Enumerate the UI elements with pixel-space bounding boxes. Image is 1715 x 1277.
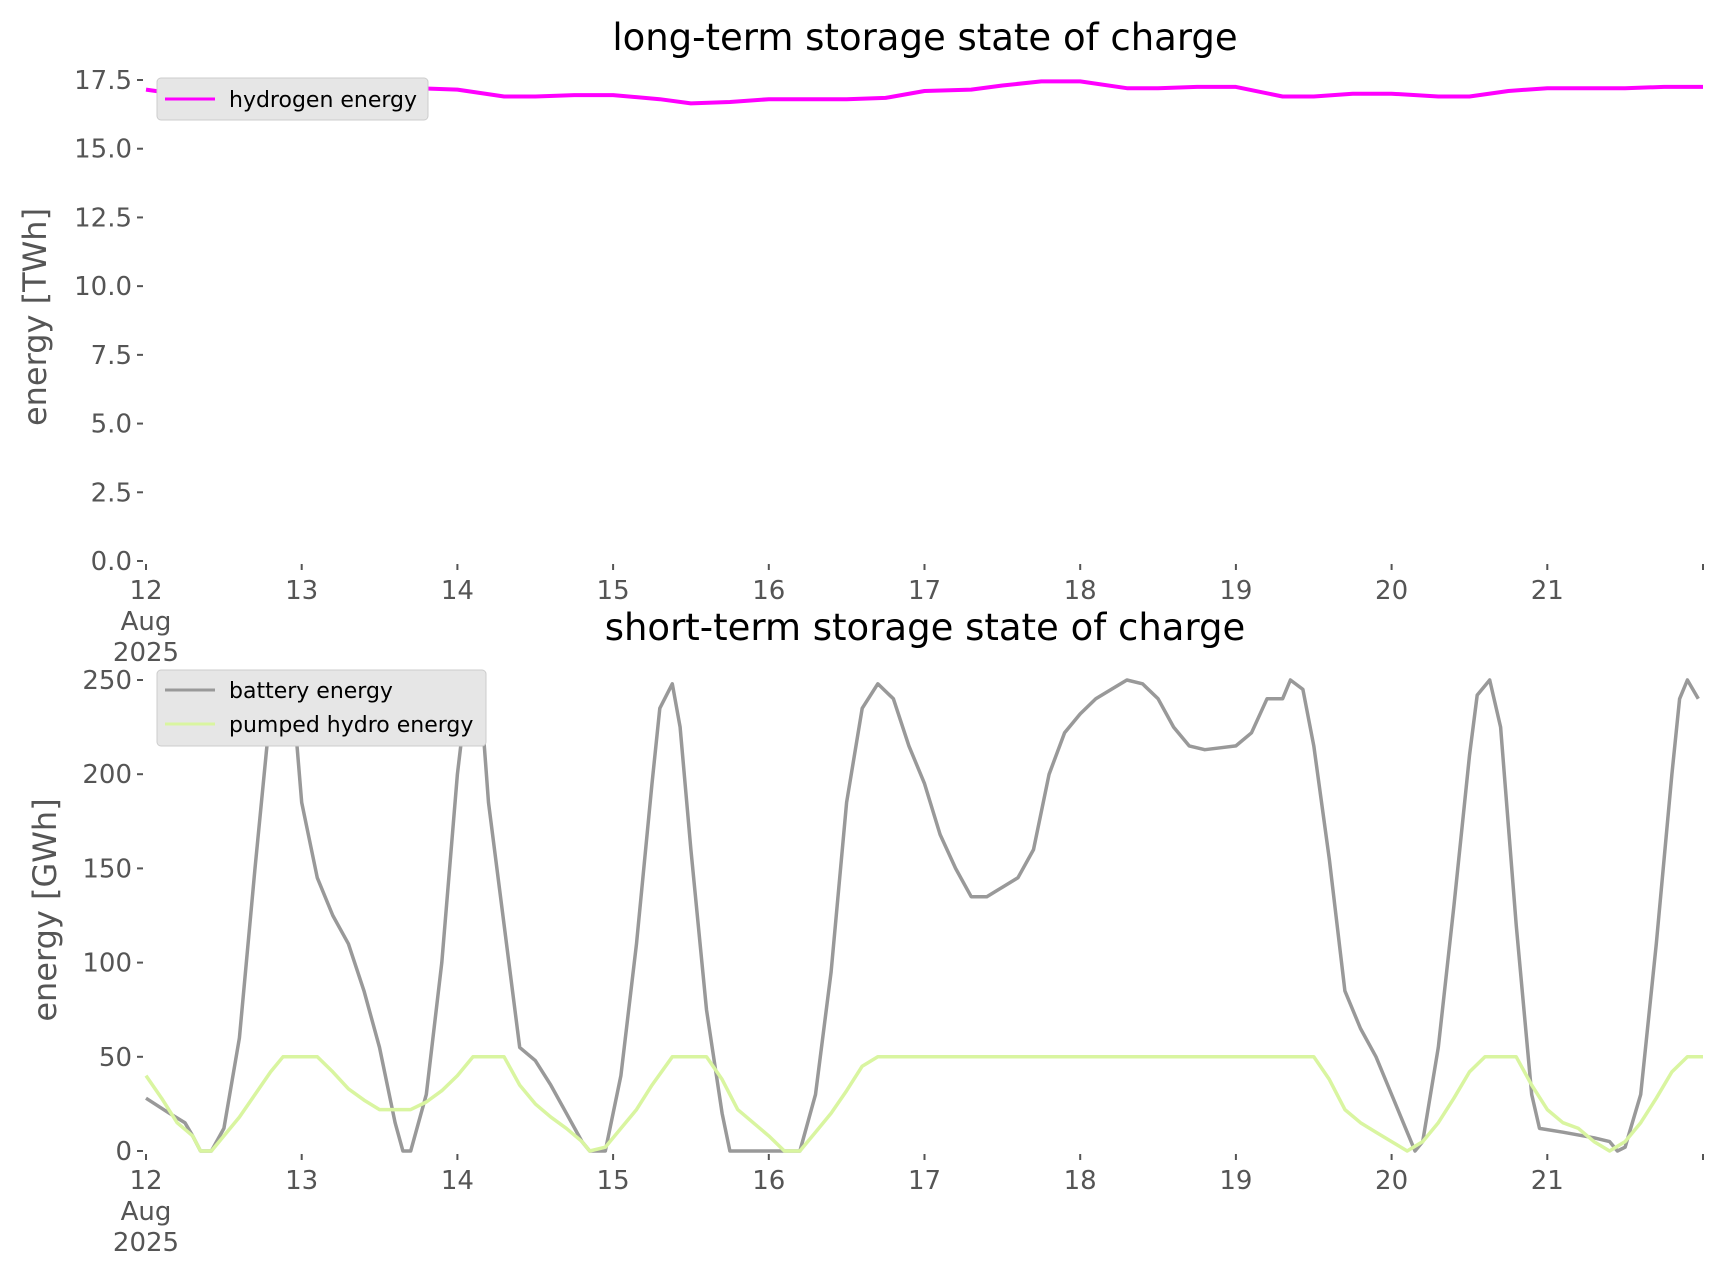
long-term-chart: long-term storage state of charge energy… <box>16 16 1704 668</box>
long-term-y-ticks: 0.0 2.5 5.0 7.5 10.0 12.5 15.0 17.5 <box>74 66 143 577</box>
short-term-x-tick-label: 20 <box>1375 1166 1408 1196</box>
long-term-y-tick-label: 7.5 <box>91 341 132 371</box>
short-term-x-ticks: 12 Aug 2025 13 14 15 16 17 18 19 20 21 <box>113 1154 1704 1258</box>
long-term-y-tick-label: 17.5 <box>74 66 132 96</box>
long-term-x-tick-label: 20 <box>1375 576 1408 606</box>
long-term-x-ticks: 12 Aug 2025 13 14 15 16 17 18 19 20 21 <box>113 564 1704 668</box>
battery-energy-line <box>145 678 1700 1153</box>
long-term-chart-title: long-term storage state of charge <box>612 16 1237 59</box>
short-term-x-tick-label: 15 <box>597 1166 630 1196</box>
short-term-y-tick-label: 250 <box>82 666 132 696</box>
long-term-y-tick-label: 0.0 <box>91 547 132 577</box>
long-term-x-tick-label: 17 <box>908 576 941 606</box>
short-term-x-tick-label: 18 <box>1064 1166 1097 1196</box>
short-term-legend-box <box>156 669 487 747</box>
short-term-y-tick-label: 200 <box>82 760 132 790</box>
long-term-x-tick-label: 15 <box>597 576 630 606</box>
long-term-x-tick-label: 13 <box>285 576 318 606</box>
hydrogen-energy-legend-label: hydrogen energy <box>229 88 417 113</box>
short-term-y-tick-label: 0 <box>115 1137 132 1167</box>
long-term-x-tick-label: 14 <box>441 576 474 606</box>
short-term-y-axis-label: energy [GWh] <box>26 798 64 1021</box>
pumped-hydro-energy-line <box>144 1055 1703 1153</box>
long-term-x-tick-label: 21 <box>1531 576 1564 606</box>
long-term-legend-box <box>156 77 429 121</box>
long-term-y-axis-label: energy [TWh] <box>16 208 54 426</box>
long-term-x-tick-label: 12 Aug 2025 <box>113 576 179 668</box>
long-term-y-tick-label: 5.0 <box>91 410 132 440</box>
short-term-x-tick-label: 16 <box>752 1166 785 1196</box>
pumped-hydro-energy-legend-label: pumped hydro energy <box>229 713 473 738</box>
short-term-legend: battery energy pumped hydro energy <box>156 669 487 747</box>
battery-energy-legend-label: battery energy <box>229 679 393 704</box>
short-term-x-tick-label: 13 <box>285 1166 318 1196</box>
short-term-x-tick-label: 14 <box>441 1166 474 1196</box>
short-term-x-tick-label: 12 Aug 2025 <box>113 1166 179 1258</box>
short-term-y-tick-label: 150 <box>82 854 132 884</box>
long-term-y-tick-label: 2.5 <box>91 478 132 508</box>
short-term-chart: short-term storage state of charge energ… <box>26 606 1704 1258</box>
short-term-x-tick-label: 17 <box>908 1166 941 1196</box>
short-term-x-tick-label: 19 <box>1219 1166 1252 1196</box>
short-term-x-tick-label: 21 <box>1531 1166 1564 1196</box>
short-term-y-tick-label: 50 <box>99 1043 132 1073</box>
long-term-legend: hydrogen energy <box>156 77 429 121</box>
short-term-y-ticks: 0 50 100 150 200 250 <box>82 666 143 1167</box>
long-term-x-tick-label: 18 <box>1064 576 1097 606</box>
long-term-y-tick-label: 12.5 <box>74 203 132 233</box>
short-term-y-tick-label: 100 <box>82 949 132 979</box>
short-term-series <box>144 678 1703 1153</box>
short-term-chart-title: short-term storage state of charge <box>605 606 1246 649</box>
long-term-x-tick-label: 19 <box>1219 576 1252 606</box>
long-term-y-tick-label: 15.0 <box>74 135 132 165</box>
long-term-y-tick-label: 10.0 <box>74 272 132 302</box>
long-term-x-tick-label: 16 <box>752 576 785 606</box>
